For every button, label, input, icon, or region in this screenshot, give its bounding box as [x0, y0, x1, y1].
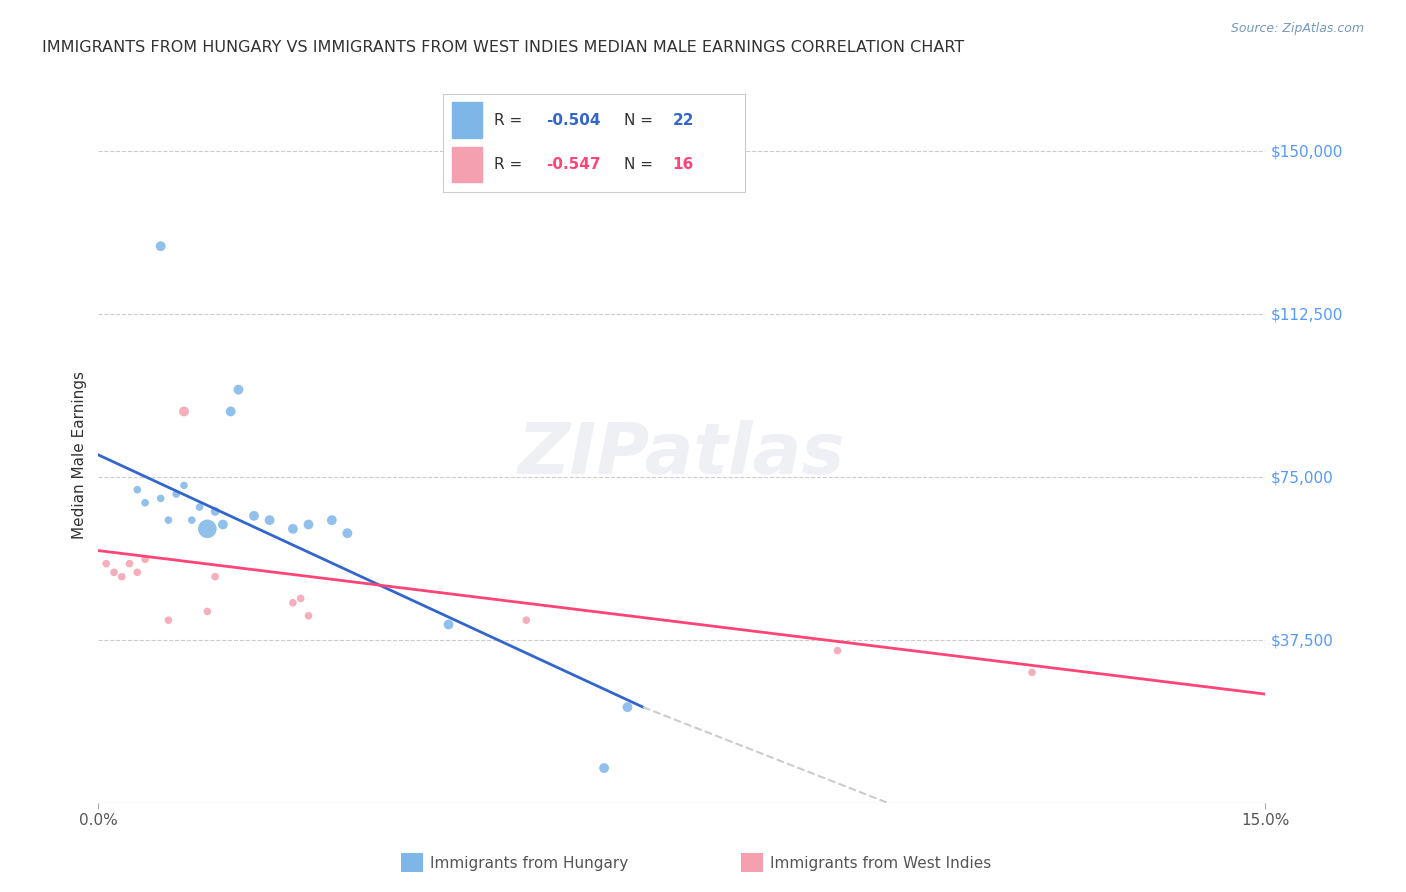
- Text: Immigrants from Hungary: Immigrants from Hungary: [430, 856, 628, 871]
- Text: 22: 22: [672, 112, 695, 128]
- Point: [134, 496, 156, 510]
- Point: [157, 613, 180, 627]
- Point: [173, 404, 195, 418]
- Text: Source: ZipAtlas.com: Source: ZipAtlas.com: [1230, 22, 1364, 36]
- Point: [281, 522, 304, 536]
- Text: R =: R =: [495, 157, 527, 172]
- Text: 16: 16: [672, 157, 695, 172]
- Point: [321, 513, 343, 527]
- Point: [127, 566, 149, 580]
- Point: [118, 557, 141, 571]
- Text: -0.547: -0.547: [546, 157, 600, 172]
- Point: [134, 552, 156, 566]
- Point: [180, 513, 202, 527]
- Point: [195, 522, 218, 536]
- Point: [259, 513, 281, 527]
- Point: [111, 570, 134, 584]
- Point: [297, 608, 319, 623]
- Point: [103, 566, 125, 580]
- Point: [212, 517, 235, 532]
- Point: [515, 613, 537, 627]
- Point: [1021, 665, 1043, 680]
- Text: ZIPatlas: ZIPatlas: [519, 420, 845, 490]
- Point: [336, 526, 359, 541]
- Text: R =: R =: [495, 112, 527, 128]
- Point: [219, 404, 242, 418]
- Point: [228, 383, 250, 397]
- Point: [616, 700, 638, 714]
- Point: [157, 513, 180, 527]
- Bar: [451, 103, 482, 137]
- Text: N =: N =: [624, 157, 658, 172]
- Point: [204, 570, 226, 584]
- Point: [827, 643, 849, 657]
- Point: [437, 617, 460, 632]
- Point: [195, 605, 218, 619]
- Bar: [451, 146, 482, 182]
- Point: [127, 483, 149, 497]
- Point: [149, 491, 172, 506]
- Point: [188, 500, 211, 514]
- Point: [149, 239, 172, 253]
- Text: -0.504: -0.504: [546, 112, 600, 128]
- Point: [173, 478, 195, 492]
- Text: N =: N =: [624, 112, 658, 128]
- Text: Immigrants from West Indies: Immigrants from West Indies: [770, 856, 991, 871]
- Point: [290, 591, 312, 606]
- Point: [204, 504, 226, 518]
- Point: [593, 761, 616, 775]
- Y-axis label: Median Male Earnings: Median Male Earnings: [72, 371, 87, 539]
- Point: [281, 596, 304, 610]
- Point: [96, 557, 118, 571]
- Text: IMMIGRANTS FROM HUNGARY VS IMMIGRANTS FROM WEST INDIES MEDIAN MALE EARNINGS CORR: IMMIGRANTS FROM HUNGARY VS IMMIGRANTS FR…: [42, 40, 965, 55]
- Point: [297, 517, 319, 532]
- Point: [243, 508, 266, 523]
- Point: [165, 487, 187, 501]
